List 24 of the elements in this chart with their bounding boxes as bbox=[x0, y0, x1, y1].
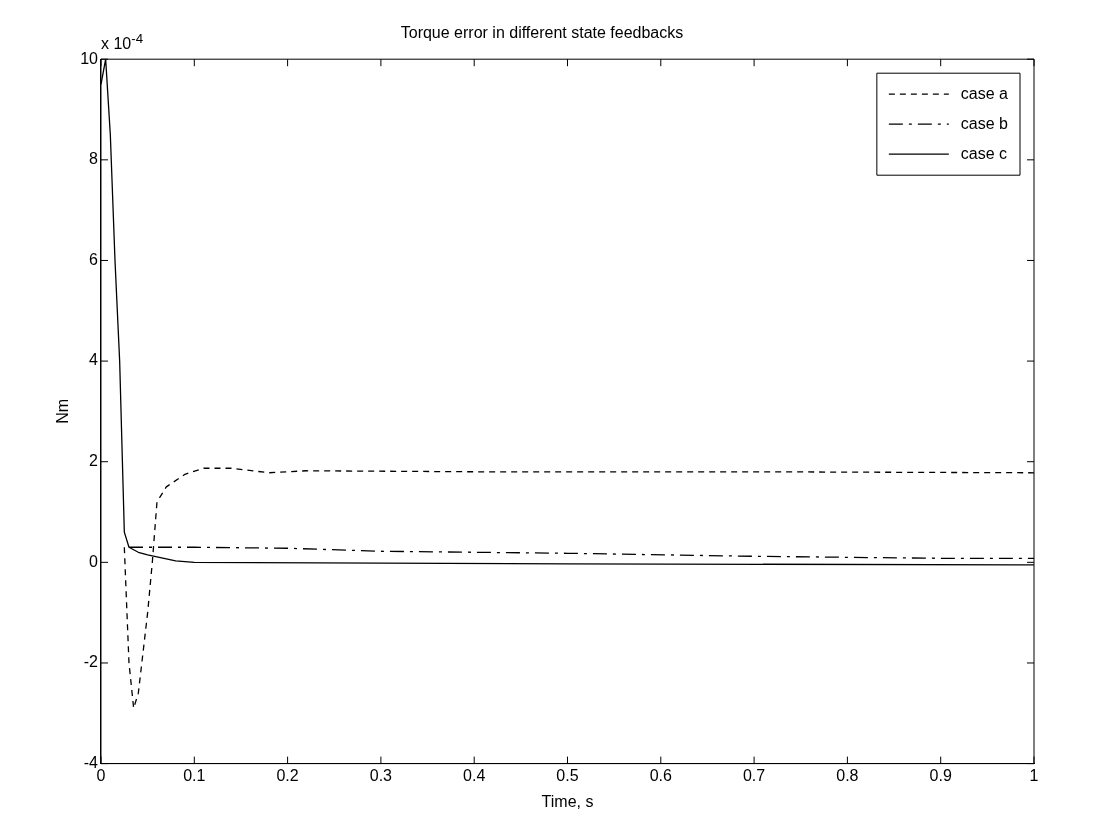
legend-label: case c bbox=[960, 144, 1008, 162]
x-tick-label: 1 bbox=[1029, 766, 1039, 784]
y-tick-label: 0 bbox=[89, 552, 99, 570]
y-tick-label: 4 bbox=[89, 351, 99, 369]
x-tick-label: 0.5 bbox=[556, 766, 579, 784]
x-tick-label: 0.2 bbox=[276, 766, 299, 784]
x-tick-label: 0.9 bbox=[929, 766, 952, 784]
legend-label: case b bbox=[960, 114, 1009, 132]
x-axis-title: Time, s bbox=[541, 792, 594, 810]
legend-label: case a bbox=[960, 84, 1009, 102]
x-tick-label: 0.6 bbox=[649, 766, 673, 784]
y-tick-label: -2 bbox=[83, 653, 99, 671]
x-tick-label: 0.7 bbox=[742, 766, 766, 784]
x-tick-label: 0.1 bbox=[183, 766, 206, 784]
y-tick-label: 6 bbox=[89, 250, 99, 268]
x-tick-label: 0.3 bbox=[369, 766, 393, 784]
y-tick-label: 2 bbox=[89, 452, 99, 470]
y-axis-title: Nm bbox=[54, 398, 72, 424]
text: x 10$^{-4}$ bbox=[100, 31, 144, 54]
chart-title: Torque error in different state feedbacks bbox=[400, 24, 684, 42]
x-tick-label: 0.8 bbox=[836, 766, 859, 784]
x-tick-label: 0.4 bbox=[463, 766, 486, 784]
y-tick-label: 10 bbox=[80, 49, 99, 67]
y-tick-label: 8 bbox=[89, 150, 99, 168]
